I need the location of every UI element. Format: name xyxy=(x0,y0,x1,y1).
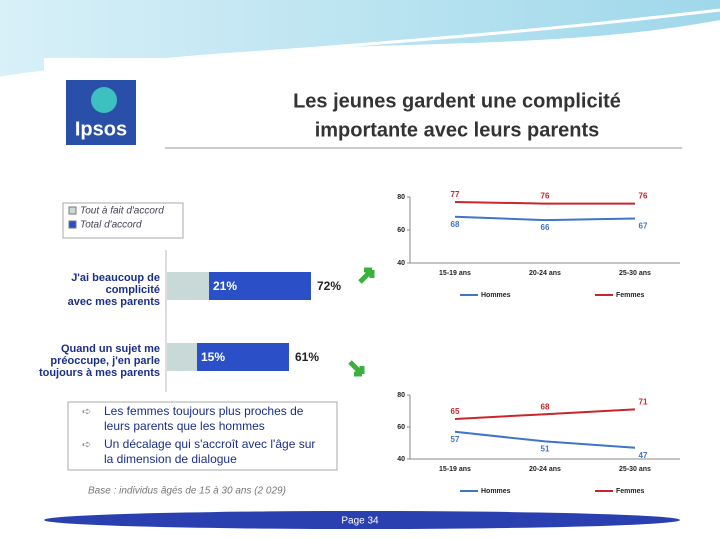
legend-label: Tout à fait d'accord xyxy=(80,206,164,217)
value-label: 21% xyxy=(213,279,237,293)
legend-label: Femmes xyxy=(616,292,645,299)
bullet-icon: ➪ xyxy=(82,406,91,418)
title: Les jeunes gardent une complicité xyxy=(293,90,621,112)
legend-label: Hommes xyxy=(481,292,511,299)
data-label: 68 xyxy=(541,402,550,411)
arrow-up xyxy=(358,267,375,284)
y-tick-label: 80 xyxy=(397,392,405,399)
header-wave xyxy=(0,0,720,78)
logo-head xyxy=(91,87,117,113)
y-tick-label: 80 xyxy=(397,194,405,201)
legend-label: Femmes xyxy=(616,488,645,495)
data-label: 65 xyxy=(451,407,460,416)
value-label: 15% xyxy=(201,350,225,364)
y-tick-label: 40 xyxy=(397,456,405,463)
bullet: la dimension de dialogue xyxy=(104,452,237,466)
bullet: Un décalage qui s'accroît avec l'âge sur xyxy=(104,437,315,451)
series-line xyxy=(454,408,636,420)
data-label: 57 xyxy=(451,435,460,444)
category-label: Quand un sujet me xyxy=(61,343,160,355)
legend-label: Hommes xyxy=(481,488,511,495)
data-label: 68 xyxy=(451,220,460,229)
title: importante avec leurs parents xyxy=(315,119,600,141)
category-label: préoccupe, j'en parle xyxy=(50,355,160,367)
data-label: 76 xyxy=(639,192,648,201)
series-line xyxy=(454,200,635,205)
data-label: 76 xyxy=(541,192,550,201)
data-label: 66 xyxy=(541,223,550,232)
x-tick-label: 20-24 ans xyxy=(529,270,561,277)
category-label: J'ai beaucoup de xyxy=(71,272,160,284)
category-label: toujours à mes parents xyxy=(39,367,160,379)
bullet: Les femmes toujours plus proches de xyxy=(104,404,304,418)
bullet-icon: ➪ xyxy=(82,439,91,451)
x-tick-label: 25-30 ans xyxy=(619,270,651,277)
legend-box xyxy=(62,202,184,239)
series-line xyxy=(454,215,636,222)
logo-text: Ipsos xyxy=(75,118,127,140)
data-label: 47 xyxy=(639,451,648,460)
data-label: 51 xyxy=(541,445,550,454)
footer-bar xyxy=(44,511,680,529)
x-tick-label: 15-19 ans xyxy=(439,270,471,277)
x-tick-label: 20-24 ans xyxy=(529,466,561,473)
page-number: Page 34 xyxy=(341,516,379,527)
bar-segment xyxy=(167,272,209,300)
data-label: 67 xyxy=(639,222,648,231)
bullet-box xyxy=(67,401,338,471)
bar-segment xyxy=(167,343,197,371)
series-line xyxy=(454,430,636,449)
category-label: avec mes parents xyxy=(68,296,160,308)
legend-swatch xyxy=(68,220,77,229)
data-label: 71 xyxy=(639,398,648,407)
y-tick-label: 60 xyxy=(397,227,405,234)
legend-label: Total d'accord xyxy=(80,220,142,231)
y-tick-label: 60 xyxy=(397,424,405,431)
value-label: 61% xyxy=(295,350,319,364)
x-tick-label: 25-30 ans xyxy=(619,466,651,473)
y-tick-label: 40 xyxy=(397,260,405,267)
category-label: complicité xyxy=(106,284,160,296)
bullet: leurs parents que les hommes xyxy=(104,419,265,433)
arrow-down xyxy=(348,360,365,377)
x-tick-label: 15-19 ans xyxy=(439,466,471,473)
data-label: 77 xyxy=(451,190,460,199)
value-label: 72% xyxy=(317,279,341,293)
base-note: Base : individus âgés de 15 à 30 ans (2 … xyxy=(88,486,286,497)
legend-swatch xyxy=(68,206,77,215)
